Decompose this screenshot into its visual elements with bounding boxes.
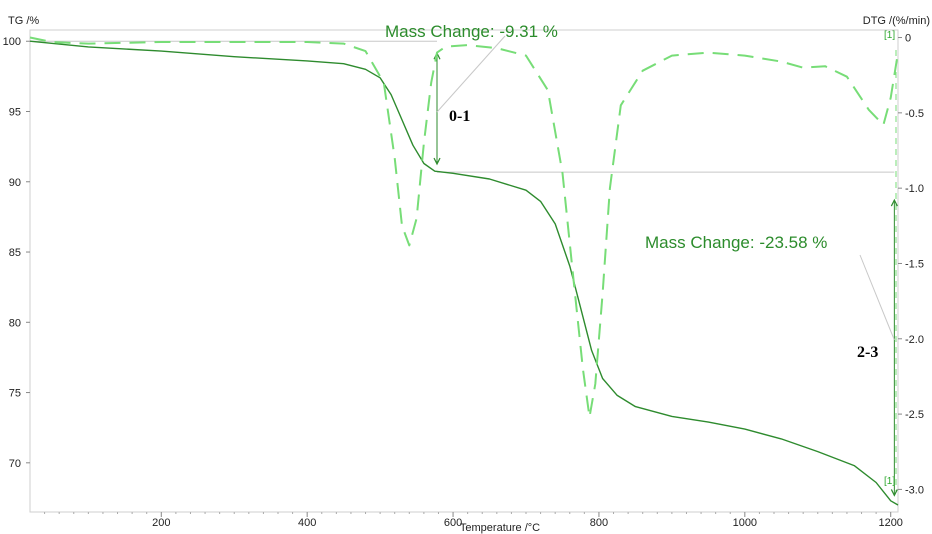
mass-change-1-label: Mass Change: -9.31 % [385,22,558,41]
y-right-tick-label: -3.0 [905,484,924,496]
y-right-tick-label: -2.5 [905,409,924,421]
curve-marker-top: [1] [884,30,895,41]
mass-change-2-arrow-head-top [890,198,898,207]
y-left-tick-label: 85 [9,247,21,259]
y-right-tick-label: -1.5 [905,258,924,270]
y-right-tick-label: -1.0 [905,183,924,195]
y-left-tick-label: 70 [9,458,21,470]
x-tick-label: 400 [298,517,316,529]
x-tick-label: 600 [444,517,462,529]
y-right-tick-label: -0.5 [905,108,924,120]
annotation-lines [30,35,898,497]
y-left-axis-title: TG /% [8,15,39,27]
y-right-tick-label: -2.0 [905,334,924,346]
y-right-axis-ticks: 0 -0.5 -1.0 -1.5 -2.0 -2.5 -3.0 [895,33,924,496]
x-tick-label: 200 [152,517,170,529]
leader-line-2 [859,254,895,341]
x-tick-label: 800 [590,517,608,529]
x-axis-title: Temperature /°C [460,522,540,534]
x-tick-label: 1200 [878,517,902,529]
mass-change-1-arrow-head-bottom [433,157,441,166]
dtg-curve [29,36,899,419]
y-left-axis-ticks: 70 75 80 85 90 95 100 [3,36,30,470]
curve-marker-bottom: [1] [884,476,895,487]
y-right-tick-label: 0 [905,33,911,45]
leader-line-1 [436,35,506,113]
x-axis-ticks: 200 400 600 800 1000 1200 [44,512,903,529]
step-label-0-1: 0-1 [449,108,470,125]
x-tick-label: 1000 [733,517,757,529]
y-left-tick-label: 90 [9,177,21,189]
plot-frame [29,29,899,513]
y-left-tick-label: 100 [3,36,21,48]
series-layer [29,36,899,506]
y-left-tick-label: 75 [9,388,21,400]
mass-change-2-label: Mass Change: -23.58 % [645,233,827,252]
y-left-tick-label: 95 [9,107,21,119]
tg-curve [29,40,899,506]
step-label-2-3: 2-3 [857,344,878,361]
y-left-tick-label: 80 [9,317,21,329]
mass-change-2-arrow-head-bottom [890,489,898,497]
y-right-axis-title: DTG /(%/min) [863,15,930,27]
